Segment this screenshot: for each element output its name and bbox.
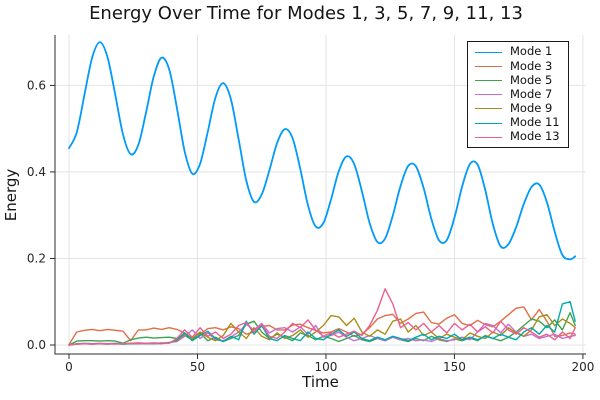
legend-line-sample xyxy=(475,94,502,96)
legend-label: Mode 1 xyxy=(510,44,553,59)
legend-label: Mode 7 xyxy=(510,86,553,101)
legend-line-sample xyxy=(475,51,502,53)
y-tick-label-3: 0.6 xyxy=(27,78,46,92)
chart-title: Energy Over Time for Modes 1, 3, 5, 7, 9… xyxy=(89,3,523,24)
x-tick-label-1: 50 xyxy=(190,360,205,374)
x-axis-label: Time xyxy=(302,373,339,391)
legend-item-mode-9: Mode 9 xyxy=(475,102,560,116)
y-tick-label-2: 0.4 xyxy=(27,165,46,179)
x-tick-label-0: 0 xyxy=(65,360,73,374)
legend-label: Mode 3 xyxy=(510,58,553,73)
legend-line-sample xyxy=(475,136,502,138)
x-tick-label-2: 100 xyxy=(315,360,338,374)
legend-label: Mode 13 xyxy=(510,129,560,144)
legend-item-mode-13: Mode 13 xyxy=(475,130,560,144)
y-tick-label-0: 0.0 xyxy=(27,338,46,352)
legend-line-sample xyxy=(475,65,502,67)
x-tick-label-3: 150 xyxy=(443,360,466,374)
series-line-mode-13 xyxy=(68,288,576,346)
legend-item-mode-11: Mode 11 xyxy=(475,116,560,130)
legend-line-sample xyxy=(475,79,502,81)
series-line-mode-3 xyxy=(68,306,576,346)
legend-label: Mode 5 xyxy=(510,72,553,87)
legend-line-sample xyxy=(475,122,502,124)
legend-label: Mode 9 xyxy=(510,101,553,116)
legend-line-sample xyxy=(475,108,502,110)
series-line-mode-1 xyxy=(68,41,577,261)
legend: Mode 1 Mode 3 Mode 5 Mode 7 Mode 9 Mode 11 Mod… xyxy=(467,41,569,149)
legend-item-mode-5: Mode 5 xyxy=(475,73,560,87)
legend-item-mode-3: Mode 3 xyxy=(475,59,560,73)
x-tick-label-4: 200 xyxy=(571,360,594,374)
legend-item-mode-1: Mode 1 xyxy=(475,45,560,59)
legend-item-mode-7: Mode 7 xyxy=(475,88,560,102)
legend-label: Mode 11 xyxy=(510,115,560,130)
y-tick-label-1: 0.2 xyxy=(27,251,46,265)
